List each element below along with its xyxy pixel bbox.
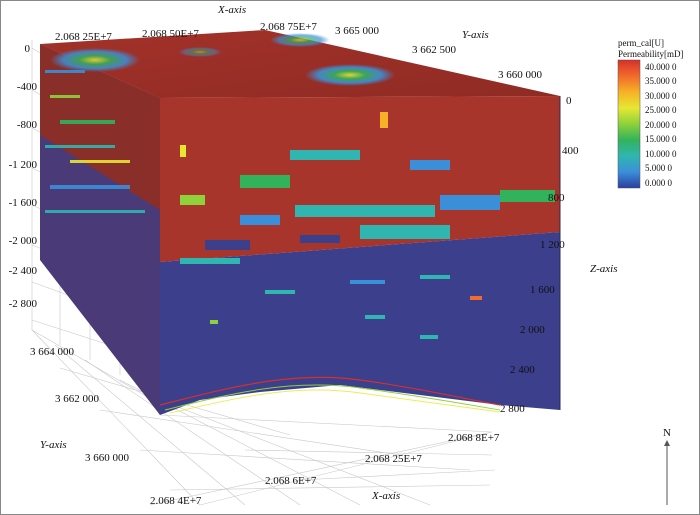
top-face <box>40 30 560 98</box>
bottom-x-tick: 2.068 8E+7 <box>448 432 500 444</box>
north-arrow: N <box>663 427 671 505</box>
left-z-tick: -2 800 <box>9 298 38 310</box>
left-face <box>40 44 160 415</box>
legend-tick: 5.000 0 <box>645 163 673 173</box>
north-label: N <box>663 427 671 439</box>
legend-color-bar <box>617 59 641 189</box>
top-y-tick: 3 662 500 <box>412 44 457 56</box>
top-y-tick: 3 665 000 <box>335 25 380 37</box>
top-x-tick: 2.068 50E+7 <box>142 28 199 40</box>
x-axis-title-bottom: X-axis <box>371 490 400 502</box>
legend-tick: 20.000 0 <box>645 120 677 130</box>
y-axis-title-top: Y-axis <box>462 29 489 41</box>
right-z-tick: 2 800 <box>500 403 525 415</box>
color-legend: perm_cal[U] Permeability[mD] 40.000 0 35… <box>617 38 683 189</box>
left-z-tick: -1 600 <box>9 197 38 209</box>
right-z-tick: 0 <box>566 95 572 107</box>
z-axis-title: Z-axis <box>590 263 618 275</box>
front-face <box>159 96 560 415</box>
legend-tick: 35.000 0 <box>645 76 677 86</box>
bottom-y-tick: 3 664 000 <box>30 346 75 358</box>
left-z-tick: -400 <box>17 81 38 93</box>
left-z-tick: 0 <box>25 43 31 55</box>
y-axis-title-bottom: Y-axis <box>40 439 67 451</box>
legend-tick: 0.000 0 <box>645 178 673 188</box>
legend-tick: 10.000 0 <box>645 149 677 159</box>
top-x-tick: 2.068 25E+7 <box>55 31 112 43</box>
right-z-tick: 1 200 <box>540 239 565 251</box>
bottom-y-tick: 3 660 000 <box>85 452 130 464</box>
legend-subtitle: Permeability[mD] <box>618 49 683 59</box>
x-axis-title-top: X-axis <box>217 4 246 16</box>
legend-tick: 40.000 0 <box>645 62 677 72</box>
bottom-x-tick: 2.068 6E+7 <box>265 475 317 487</box>
legend-tick: 15.000 0 <box>645 134 677 144</box>
right-z-tick: 1 600 <box>530 284 555 296</box>
left-z-tick: -2 000 <box>9 235 38 247</box>
bottom-x-tick: 2.068 25E+7 <box>365 453 422 465</box>
bottom-x-tick: 2.068 4E+7 <box>150 495 202 507</box>
right-z-tick: 2 400 <box>510 364 535 376</box>
legend-tick: 25.000 0 <box>645 105 677 115</box>
legend-title: perm_cal[U] <box>618 38 664 48</box>
legend-tick: 30.000 0 <box>645 91 677 101</box>
right-z-tick: 800 <box>548 192 565 204</box>
left-z-tick: -2 400 <box>9 265 38 277</box>
bottom-y-tick: 3 662 000 <box>55 393 100 405</box>
right-z-tick: 2 000 <box>520 324 545 336</box>
top-x-tick: 2.068 75E+7 <box>260 21 317 33</box>
left-z-tick: -800 <box>17 119 38 131</box>
left-z-tick: -1 200 <box>9 159 38 171</box>
top-y-tick: 3 660 000 <box>498 69 543 81</box>
right-z-tick: 400 <box>562 145 579 157</box>
